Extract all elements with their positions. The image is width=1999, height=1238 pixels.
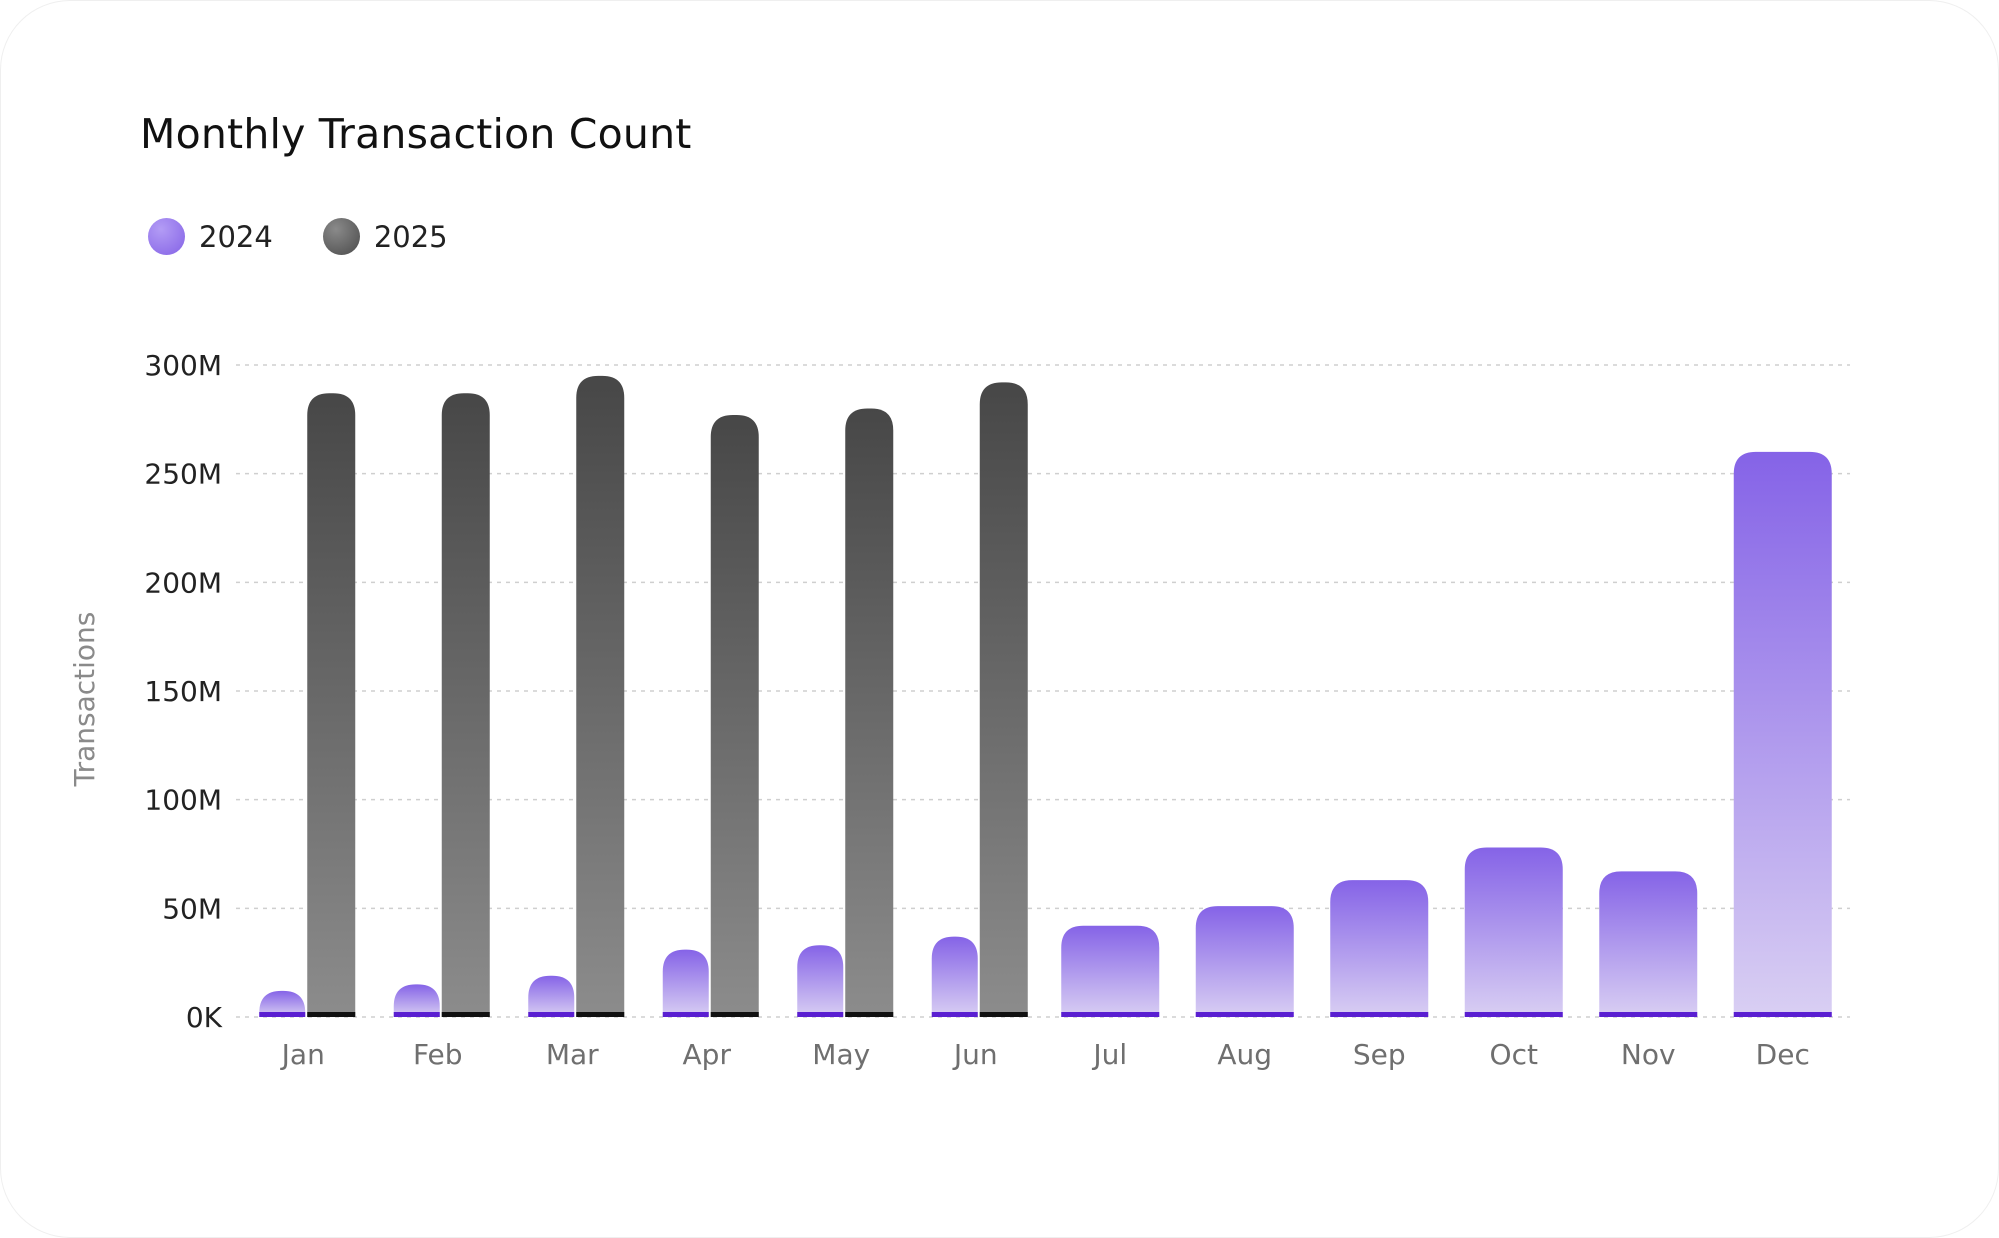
legend-label-2024: 2024 bbox=[199, 219, 273, 254]
legend-item-2024[interactable]: 2024 bbox=[148, 218, 273, 255]
y-axis-label: Transactions bbox=[68, 612, 101, 788]
x-tick-label: Feb bbox=[413, 1038, 463, 1071]
bar-2024-may[interactable] bbox=[797, 945, 844, 1017]
x-tick-label: Aug bbox=[1217, 1038, 1272, 1071]
bar-2025-apr[interactable] bbox=[710, 414, 759, 1017]
x-tick-label: May bbox=[812, 1038, 870, 1071]
bar-2024-jul[interactable] bbox=[1061, 925, 1160, 1017]
y-tick-label: 250M bbox=[144, 458, 222, 491]
x-tick-label: Oct bbox=[1490, 1038, 1538, 1071]
bar-2024-jun[interactable] bbox=[931, 936, 978, 1017]
bar-2024-dec[interactable] bbox=[1733, 451, 1832, 1017]
bar-2024-aug[interactable] bbox=[1195, 906, 1294, 1017]
y-tick-label: 300M bbox=[144, 349, 222, 382]
x-tick-label: Apr bbox=[683, 1038, 732, 1071]
bar-2024-jan[interactable] bbox=[259, 990, 306, 1017]
y-tick-label: 0K bbox=[186, 1001, 223, 1034]
gridlines bbox=[236, 364, 1850, 1018]
y-tick-label: 50M bbox=[162, 892, 222, 925]
bar-2024-feb[interactable] bbox=[393, 984, 440, 1017]
legend-swatch-2025 bbox=[322, 218, 360, 255]
x-tick-label: Sep bbox=[1353, 1038, 1406, 1071]
x-tick-label: Nov bbox=[1621, 1038, 1676, 1071]
y-tick-label: 150M bbox=[144, 675, 222, 708]
y-axis-ticks: 0K 50M 100M 150M 200M 250M 300M bbox=[144, 349, 222, 1034]
bar-2025-may[interactable] bbox=[845, 408, 894, 1017]
legend-label-2025: 2025 bbox=[373, 219, 448, 254]
legend-swatch-2024 bbox=[148, 218, 185, 255]
bar-2024-apr[interactable] bbox=[662, 949, 709, 1017]
bar-2025-mar[interactable] bbox=[576, 375, 625, 1017]
y-tick-label: 200M bbox=[144, 566, 222, 599]
legend-item-2025[interactable]: 2025 bbox=[322, 218, 448, 255]
bar-2024-mar[interactable] bbox=[528, 975, 575, 1017]
bar-2025-jun[interactable] bbox=[979, 382, 1028, 1017]
bar-2024-oct[interactable] bbox=[1464, 847, 1563, 1017]
bar-2025-jan[interactable] bbox=[307, 393, 356, 1018]
x-axis-ticks: Jan Feb Mar Apr May Jun Jul Aug Sep Oct Nov Dec bbox=[280, 1038, 1810, 1071]
x-tick-label: Jan bbox=[280, 1038, 325, 1071]
y-tick-label: 100M bbox=[144, 784, 222, 817]
chart-title: Monthly Transaction Count bbox=[140, 110, 692, 158]
bar-2024-nov[interactable] bbox=[1599, 871, 1698, 1017]
x-tick-label: Dec bbox=[1756, 1038, 1810, 1071]
bar-2024-sep[interactable] bbox=[1330, 880, 1429, 1017]
x-tick-label: Jul bbox=[1091, 1038, 1127, 1071]
bar-2025-feb[interactable] bbox=[441, 393, 490, 1018]
bars bbox=[259, 375, 1832, 1018]
x-tick-label: Jun bbox=[952, 1038, 998, 1071]
x-tick-label: Mar bbox=[546, 1038, 599, 1071]
legend: 2024 2025 bbox=[148, 218, 498, 255]
